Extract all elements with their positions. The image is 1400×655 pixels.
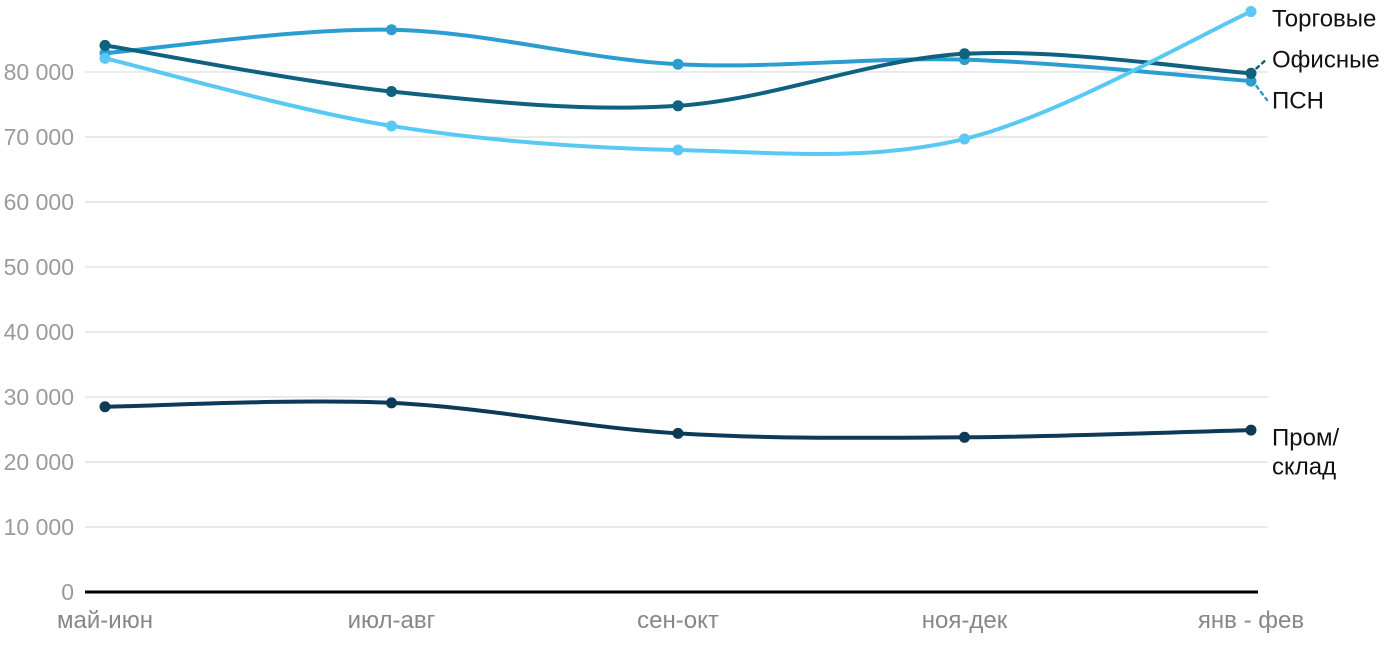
data-point-dot xyxy=(386,24,397,36)
x-axis-tick-label: сен-окт xyxy=(637,607,719,634)
data-point-dot xyxy=(672,100,684,112)
series-direct-label: Торговые xyxy=(1272,6,1376,33)
data-point-dot xyxy=(672,144,684,156)
y-axis-tick-label: 60 000 xyxy=(4,189,74,215)
y-axis-tick-label: 20 000 xyxy=(4,449,74,475)
x-axis-tick-label: янв - фев xyxy=(1198,607,1304,634)
data-point-dot xyxy=(672,58,684,70)
y-axis-tick-label: 70 000 xyxy=(4,124,74,150)
x-axis-tick-label: ноя-дек xyxy=(922,607,1008,634)
data-point-dot xyxy=(1245,67,1257,79)
data-point-dot xyxy=(386,120,397,132)
series-direct-label: ПСН xyxy=(1272,88,1324,115)
data-point-dot xyxy=(99,39,111,51)
data-point-dot xyxy=(99,52,111,64)
label-connector xyxy=(1255,57,1269,70)
data-point-dot xyxy=(672,427,684,439)
y-axis-tick-label: 0 xyxy=(61,579,74,605)
data-point-dot xyxy=(959,431,970,443)
label-connector xyxy=(1255,84,1269,102)
series-direct-label: склад xyxy=(1272,454,1336,481)
data-point-dot xyxy=(1245,75,1257,87)
data-point-dot xyxy=(1245,424,1257,436)
y-axis-tick-label: 50 000 xyxy=(4,254,74,280)
series-direct-label: Офисные xyxy=(1272,47,1380,74)
series-direct-label: Пром/ xyxy=(1272,425,1339,452)
data-point-dot xyxy=(386,86,397,97)
y-axis-tick-label: 10 000 xyxy=(4,514,74,540)
y-axis-tick-label: 30 000 xyxy=(4,384,74,410)
data-point-dot xyxy=(99,401,111,413)
data-point-dot xyxy=(959,48,970,60)
x-axis-tick-label: май-июн xyxy=(57,607,153,634)
y-axis-tick-label: 40 000 xyxy=(4,319,74,345)
data-point-dot xyxy=(1245,6,1257,18)
data-point-dot xyxy=(959,133,970,145)
x-axis-tick-label: июл-авг xyxy=(348,607,436,634)
y-axis-tick-label: 80 000 xyxy=(4,59,74,85)
data-point-dot xyxy=(386,397,397,409)
